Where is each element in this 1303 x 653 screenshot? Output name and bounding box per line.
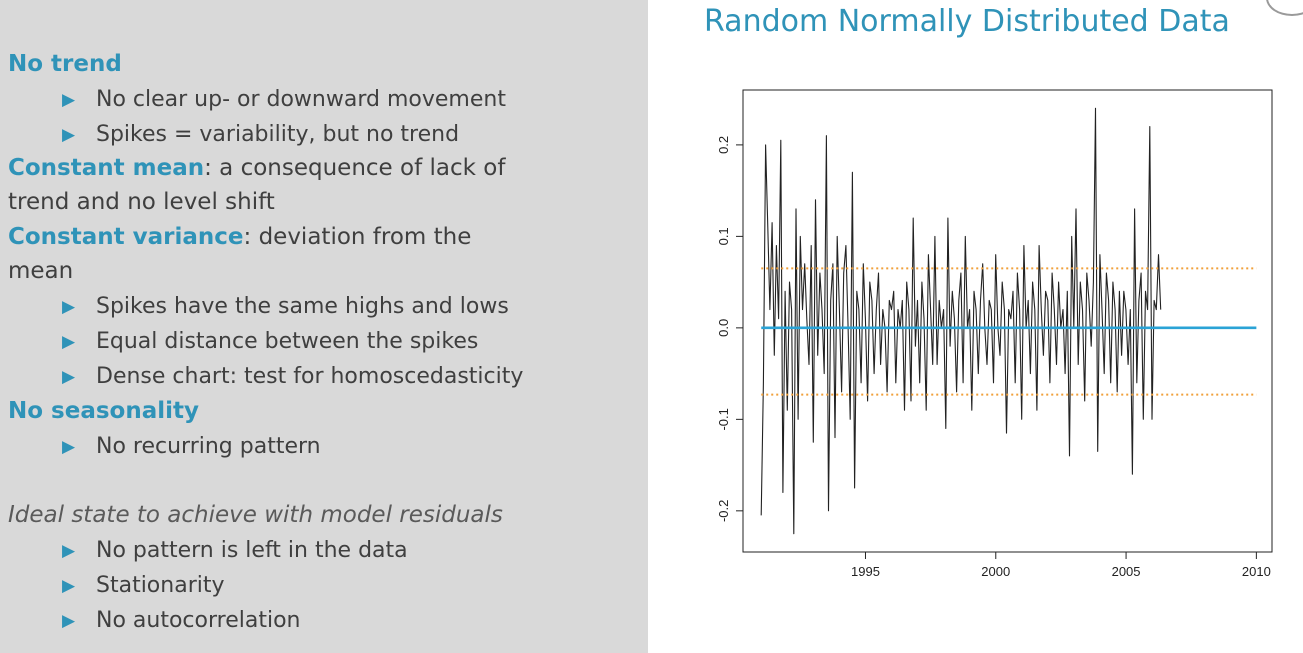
constant-mean-line: Constant mean: a consequence of lack of [8, 155, 506, 181]
y-tick-label: 0.2 [716, 136, 731, 154]
bullet-item: ▶ No autocorrelation [62, 608, 301, 633]
triangle-bullet-icon: ▶ [62, 367, 76, 387]
series-line [760, 107, 1162, 535]
plot-layer: -0.2 -0.1 0.0 0.1 0.2 1995 2000 2005 2010 [716, 89, 1273, 579]
x-tick-label: 2000 [981, 564, 1010, 579]
y-tick-label: -0.2 [716, 500, 731, 522]
constant-variance-line-2: mean [8, 258, 74, 284]
bullet-item: ▶ No pattern is left in the data [62, 538, 408, 563]
triangle-bullet-icon: ▶ [62, 541, 76, 561]
chart-panel [648, 0, 1303, 653]
x-tick-label: 1995 [851, 564, 880, 579]
constant-mean-line-2: trend and no level shift [8, 189, 275, 215]
x-tick-label: 2005 [1112, 564, 1141, 579]
triangle-bullet-icon: ▶ [62, 125, 76, 145]
triangle-bullet-icon: ▶ [62, 90, 76, 110]
bullet-item: ▶ Spikes = variability, but no trend [62, 122, 460, 147]
triangle-bullet-icon: ▶ [62, 611, 76, 631]
slide-title: Random Normally Distributed Data [704, 4, 1230, 39]
time-series-chart: -0.2 -0.1 0.0 0.1 0.2 1995 2000 2005 2010 [716, 89, 1273, 579]
bullet-item: ▶ Spikes have the same highs and lows [62, 294, 509, 319]
triangle-bullet-icon: ▶ [62, 576, 76, 596]
bullet-item: ▶ Equal distance between the spikes [62, 329, 479, 354]
triangle-bullet-icon: ▶ [62, 297, 76, 317]
y-tick-label: -0.1 [716, 408, 731, 430]
constant-variance-line: Constant variance: deviation from the [8, 224, 472, 250]
heading-no-seasonality: No seasonality [8, 398, 200, 424]
bullet-item: ▶ No recurring pattern [62, 434, 321, 459]
text-panel: No trend ▶ No clear up- or downward movem… [0, 0, 648, 653]
bullet-item: ▶ Dense chart: test for homoscedasticity [62, 364, 524, 389]
bullet-item: ▶ No clear up- or downward movement [62, 87, 506, 112]
heading-no-trend: No trend [8, 51, 122, 77]
y-tick-label: 0.1 [716, 227, 731, 245]
y-tick-label: 0.0 [716, 319, 731, 337]
triangle-bullet-icon: ▶ [62, 437, 76, 457]
plot-frame [742, 89, 1273, 553]
triangle-bullet-icon: ▶ [62, 332, 76, 352]
ideal-state-text: Ideal state to achieve with model residu… [8, 502, 503, 528]
bullet-item: ▶ Stationarity [62, 573, 225, 598]
x-tick-label: 2010 [1242, 564, 1271, 579]
